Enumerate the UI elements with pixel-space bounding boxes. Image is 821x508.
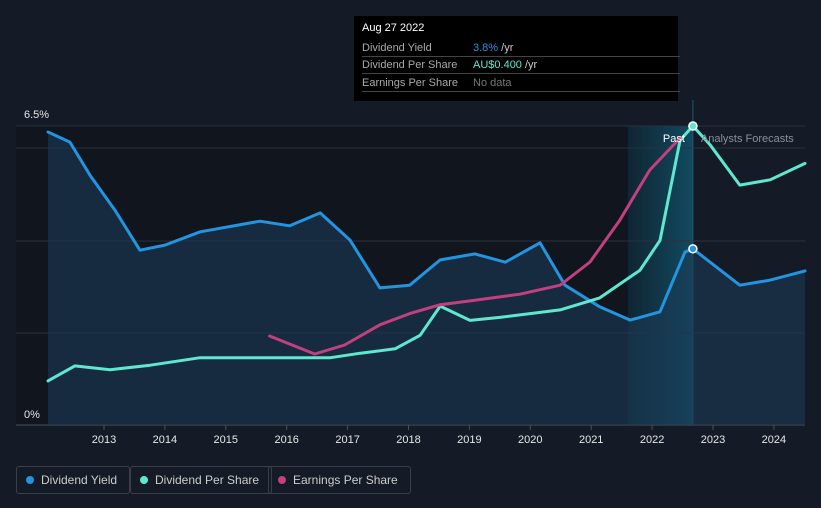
legend-dividend-per-share[interactable]: Dividend Per Share (130, 466, 273, 494)
x-tick-label: 2023 (701, 434, 725, 446)
tooltip-row-dps: Dividend Per Share AU$0.400 /yr (362, 57, 680, 74)
tooltip-label: Dividend Per Share (362, 59, 458, 71)
tooltip-value: AU$0.400 (473, 59, 522, 71)
x-tick-label: 2019 (457, 434, 481, 446)
x-tick-label: 2020 (518, 434, 542, 446)
y-tick-label-top: 6.5% (24, 109, 49, 121)
x-tick-label: 2021 (579, 434, 603, 446)
tooltip-date: Aug 27 2022 (362, 22, 425, 34)
tooltip-row-eps: Earnings Per Share No data (362, 75, 680, 92)
legend-dot-icon (140, 476, 148, 484)
legend-dot-icon (278, 476, 286, 484)
tooltip-suffix: /yr (521, 59, 538, 71)
chart-plot[interactable]: 2013 2014 2015 2016 2017 2018 2019 2020 2021 2022… (0, 0, 821, 460)
legend-earnings-per-share[interactable]: Earnings Per Share (268, 466, 411, 494)
series-line-earnings-per-share (268, 136, 682, 356)
legend-label: Earnings Per Share (293, 473, 398, 487)
legend-label: Dividend Per Share (155, 473, 260, 487)
tooltip: Aug 27 2022 Dividend Yield 3.8% /yr Divid… (354, 16, 680, 101)
legend-dot-icon (26, 476, 34, 484)
x-tick-label: 2013 (92, 434, 116, 446)
x-tick-label: 2017 (335, 434, 359, 446)
tooltip-label: Earnings Per Share (362, 77, 458, 89)
x-tick-label: 2015 (214, 434, 238, 446)
legend-dividend-yield[interactable]: Dividend Yield (16, 466, 131, 494)
tooltip-row-yield: Dividend Yield 3.8% /yr (362, 40, 680, 57)
tooltip-label: Dividend Yield (362, 42, 432, 54)
dividend-per-share-marker[interactable] (688, 121, 698, 131)
series-line-dividend-yield (46, 130, 807, 322)
forecast-label: Analysts Forecasts (701, 133, 794, 145)
x-tick-label: 2014 (153, 434, 177, 446)
past-label: Past (663, 133, 685, 145)
tooltip-value: No data (473, 77, 512, 89)
x-tick-label: 2022 (640, 434, 664, 446)
x-tick-label: 2024 (762, 434, 786, 446)
dividend-yield-marker[interactable] (688, 244, 698, 254)
x-tick-label: 2016 (274, 434, 298, 446)
tooltip-value: 3.8% (473, 42, 499, 54)
x-tick-label: 2018 (396, 434, 420, 446)
series-line-dividend-per-share (46, 124, 807, 383)
tooltip-suffix: /yr (498, 42, 514, 54)
dividend-yield-area (47, 132, 806, 425)
legend-label: Dividend Yield (41, 473, 118, 487)
y-tick-label-bottom: 0% (24, 409, 40, 421)
